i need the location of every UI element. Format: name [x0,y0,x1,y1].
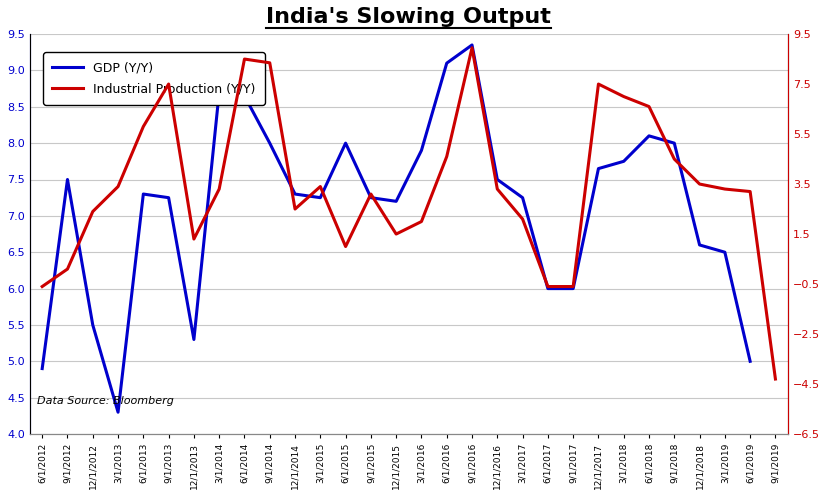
GDP (Y/Y) [341,140,351,146]
GDP (Y/Y) [568,286,578,292]
GDP (Y/Y) [189,336,198,342]
GDP (Y/Y) [543,286,552,292]
GDP (Y/Y) [417,147,427,153]
Industrial Production (Y/Y) [442,154,452,160]
GDP (Y/Y) [164,195,174,201]
GDP (Y/Y) [467,42,477,48]
GDP (Y/Y) [669,140,679,146]
Industrial Production (Y/Y) [265,60,275,66]
Industrial Production (Y/Y) [518,216,528,222]
GDP (Y/Y) [594,166,604,172]
GDP (Y/Y) [518,195,528,201]
GDP (Y/Y) [290,191,300,197]
GDP (Y/Y) [240,93,250,99]
Industrial Production (Y/Y) [492,186,502,192]
GDP (Y/Y) [442,60,452,66]
Industrial Production (Y/Y) [315,184,325,189]
GDP (Y/Y) [719,249,729,255]
GDP (Y/Y) [63,177,73,183]
GDP (Y/Y) [619,158,629,164]
Line: Industrial Production (Y/Y): Industrial Production (Y/Y) [42,48,776,379]
Line: GDP (Y/Y): GDP (Y/Y) [42,45,750,412]
Industrial Production (Y/Y) [290,206,300,212]
Industrial Production (Y/Y) [543,284,552,290]
Industrial Production (Y/Y) [240,56,250,62]
Legend: GDP (Y/Y), Industrial Production (Y/Y): GDP (Y/Y), Industrial Production (Y/Y) [43,52,265,105]
GDP (Y/Y) [37,366,47,372]
GDP (Y/Y) [113,409,123,415]
Industrial Production (Y/Y) [391,231,401,237]
GDP (Y/Y) [644,133,654,139]
GDP (Y/Y) [366,195,375,201]
Industrial Production (Y/Y) [138,124,148,129]
GDP (Y/Y) [88,322,98,328]
GDP (Y/Y) [391,198,401,204]
Industrial Production (Y/Y) [88,208,98,214]
Industrial Production (Y/Y) [745,188,755,194]
GDP (Y/Y) [315,195,325,201]
Industrial Production (Y/Y) [695,181,705,187]
Industrial Production (Y/Y) [771,376,781,382]
GDP (Y/Y) [138,191,148,197]
GDP (Y/Y) [265,140,275,146]
Title: India's Slowing Output: India's Slowing Output [266,7,552,27]
Industrial Production (Y/Y) [417,219,427,225]
Industrial Production (Y/Y) [164,81,174,87]
GDP (Y/Y) [492,177,502,183]
GDP (Y/Y) [745,358,755,364]
GDP (Y/Y) [214,89,224,95]
Industrial Production (Y/Y) [467,45,477,51]
Industrial Production (Y/Y) [594,81,604,87]
Industrial Production (Y/Y) [568,284,578,290]
Industrial Production (Y/Y) [214,186,224,192]
GDP (Y/Y) [695,242,705,248]
Industrial Production (Y/Y) [719,186,729,192]
Industrial Production (Y/Y) [341,244,351,249]
Industrial Production (Y/Y) [366,191,375,197]
Text: Data Source: Bloomberg: Data Source: Bloomberg [37,396,174,406]
Industrial Production (Y/Y) [37,284,47,290]
Industrial Production (Y/Y) [669,156,679,162]
Industrial Production (Y/Y) [63,266,73,272]
Industrial Production (Y/Y) [189,236,198,242]
Industrial Production (Y/Y) [644,104,654,110]
Industrial Production (Y/Y) [619,94,629,100]
Industrial Production (Y/Y) [113,184,123,189]
